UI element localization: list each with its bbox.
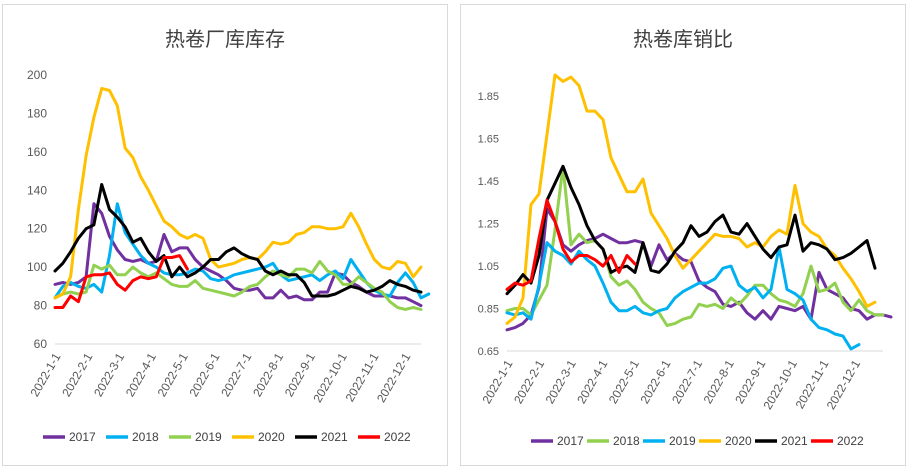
chart-panel-inventory: 热卷厂库库存 60 80 100 120 140 160 180 200 2022-1-1 202… xyxy=(2,4,448,466)
y-tick-label: 60 xyxy=(34,337,48,351)
y-tick-label: 1.45 xyxy=(478,176,499,188)
y-tick-label: 80 xyxy=(34,299,48,313)
y-tick-label: 160 xyxy=(27,145,47,159)
legend-label: 2018 xyxy=(132,430,159,444)
legend-label: 2021 xyxy=(781,434,808,448)
series-line-2018 xyxy=(53,202,431,300)
series-line-2021 xyxy=(53,183,423,298)
y-tick-label: 100 xyxy=(27,260,47,274)
y-tick-label: 120 xyxy=(27,222,47,236)
legend-label: 2020 xyxy=(725,434,752,448)
series-line-2022 xyxy=(505,198,637,291)
y-tick-label: 1.05 xyxy=(478,261,499,273)
series-line-2019 xyxy=(505,241,861,351)
y-tick-label: 140 xyxy=(27,183,47,197)
legend-label: 2022 xyxy=(384,430,411,444)
y-tick-label: 1.25 xyxy=(478,219,499,231)
legend-label: 2017 xyxy=(69,430,96,444)
legend-label: 2019 xyxy=(669,434,696,448)
y-tick-label: 0.65 xyxy=(478,346,499,358)
series-line-2020 xyxy=(53,87,423,300)
y-tick-label: 1.65 xyxy=(478,134,499,146)
chart-title: 热卷厂库库存 xyxy=(165,27,285,51)
y-tick-label: 200 xyxy=(27,68,47,82)
series-line-2019 xyxy=(53,259,423,311)
series-line-2022 xyxy=(53,254,189,309)
series-line-2020 xyxy=(505,73,877,325)
chart-panel-stock-sales-ratio: 热卷库销比 0.65 0.85 1.05 1.25 1.45 1.65 1.85 2022-1… xyxy=(460,4,906,466)
y-tick-label: 1.85 xyxy=(478,91,499,103)
legend-label: 2022 xyxy=(837,434,864,448)
stock-sales-ratio-line-chart: 0.650.851.051.251.451.651.852022-1-12022… xyxy=(478,73,893,448)
legend-label: 2020 xyxy=(258,430,285,444)
series-line-2021 xyxy=(505,164,877,296)
y-tick-label: 0.85 xyxy=(478,304,499,316)
legend-label: 2019 xyxy=(195,430,222,444)
y-tick-label: 180 xyxy=(27,106,47,120)
series-line-2017 xyxy=(505,207,893,332)
inventory-line-chart: 60801001201401601802002022-1-12022-2-120… xyxy=(27,68,431,444)
legend-label: 2018 xyxy=(613,434,640,448)
chart-title: 热卷库销比 xyxy=(633,27,733,51)
series-line-2018 xyxy=(505,164,885,327)
legend-label: 2017 xyxy=(557,434,584,448)
legend-label: 2021 xyxy=(321,430,348,444)
